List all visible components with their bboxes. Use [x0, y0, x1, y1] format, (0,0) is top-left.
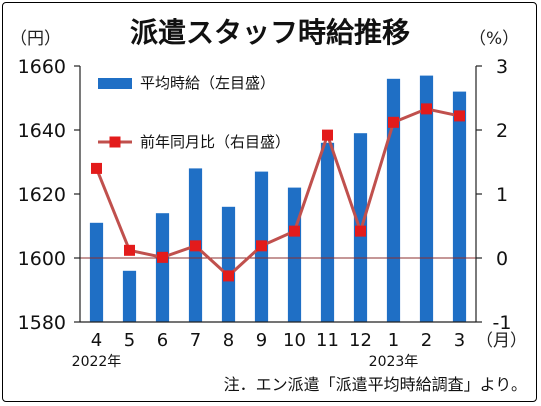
right-tick-label: -1 — [493, 312, 512, 334]
bar-4 — [89, 222, 104, 322]
left-tick-label: 1600 — [18, 248, 66, 270]
x-tick-label: 6 — [157, 330, 168, 351]
point-8 — [223, 270, 234, 282]
right-tick-label: 0 — [496, 248, 508, 270]
point-10 — [289, 225, 300, 237]
bar-5 — [122, 270, 137, 322]
legend-line-label: 前年同月比（右目盛） — [140, 133, 290, 151]
year-label: 2022年 — [72, 354, 122, 370]
legend-line-marker — [109, 136, 121, 148]
right-axis-unit: （%） — [469, 29, 519, 49]
left-tick-label: 1580 — [18, 312, 66, 334]
x-tick-label: 5 — [124, 330, 135, 351]
right-tick-label: 3 — [496, 56, 508, 78]
bar-11 — [320, 142, 335, 322]
source-note: 注．エン派遣「派遣平均時給調査」より。 — [224, 375, 527, 394]
left-tick-label: 1620 — [18, 184, 66, 206]
bar-3 — [452, 91, 467, 322]
bar-10 — [287, 187, 302, 322]
point-1 — [388, 116, 399, 128]
bar-1 — [386, 78, 401, 322]
point-12 — [355, 225, 366, 237]
bar-2 — [419, 75, 434, 322]
x-tick-label: 9 — [256, 330, 267, 351]
bar-8 — [221, 206, 236, 322]
left-tick-label: 1660 — [18, 56, 66, 78]
x-tick-label: 2 — [421, 330, 432, 351]
chart-title: 派遣スタッフ時給推移 — [130, 16, 410, 49]
x-tick-label: 10 — [283, 330, 306, 351]
point-4 — [91, 162, 102, 174]
point-9 — [256, 240, 267, 252]
year-label: 2023年 — [369, 354, 419, 370]
legend-bar-swatch — [98, 78, 132, 89]
x-tick-label: 4 — [91, 330, 102, 351]
point-7 — [190, 240, 201, 252]
point-11 — [322, 129, 333, 141]
x-tick-label: 12 — [349, 330, 372, 351]
left-tick-label: 1640 — [18, 120, 66, 142]
point-2 — [421, 103, 432, 115]
x-axis-unit: （月） — [476, 331, 527, 351]
left-axis-unit: （円） — [10, 29, 61, 49]
point-5 — [124, 244, 135, 256]
x-tick-label: 11 — [316, 330, 339, 351]
right-tick-label: 2 — [496, 120, 508, 142]
point-6 — [157, 251, 168, 263]
x-tick-label: 8 — [223, 330, 234, 351]
x-tick-label: 3 — [454, 330, 465, 351]
chart-frame — [2, 2, 537, 402]
bar-6 — [155, 213, 170, 322]
x-tick-label: 7 — [190, 330, 201, 351]
legend-bar-label: 平均時給（左目盛） — [140, 74, 275, 92]
right-tick-label: 1 — [496, 184, 508, 206]
x-tick-label: 1 — [388, 330, 399, 351]
point-3 — [454, 110, 465, 122]
